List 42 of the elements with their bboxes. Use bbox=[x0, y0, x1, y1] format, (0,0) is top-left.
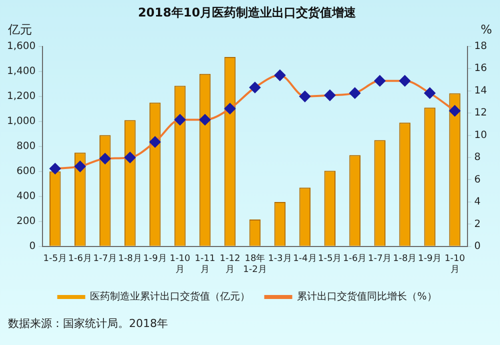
y2-axis-title: % bbox=[480, 22, 492, 37]
y2-tick-label: 8 bbox=[474, 152, 481, 164]
y-tick-label: 0 bbox=[29, 240, 36, 252]
y-tick-label: 1,000 bbox=[6, 116, 36, 127]
x-tick-label: 1-12 月 bbox=[220, 254, 240, 275]
source-note: 数据来源：国家统计局。2018年 bbox=[7, 316, 169, 331]
y-tick-label: 1,600 bbox=[6, 40, 36, 52]
x-tick-label: 1-7月 bbox=[93, 254, 117, 264]
x-tick-label: 1-8月 bbox=[392, 254, 417, 264]
y-tick-label: 200 bbox=[16, 216, 36, 227]
y-tick-label: 800 bbox=[16, 140, 36, 152]
y-axis-title: 亿元 bbox=[7, 22, 32, 37]
y-tick-label: 600 bbox=[16, 166, 36, 177]
x-tick-label: 1-5月 bbox=[43, 254, 67, 264]
y2-tick-label: 18 bbox=[474, 40, 488, 52]
x-tick-label: 18年 1-2月 bbox=[243, 253, 267, 275]
y2-tick-label: 2 bbox=[474, 218, 481, 230]
y2-tick-label: 14 bbox=[474, 85, 488, 96]
x-tick-label: 1-6月 bbox=[68, 254, 92, 264]
x-tick-label: 1-9月 bbox=[143, 254, 167, 264]
x-tick-label: 1-9月 bbox=[418, 254, 442, 264]
y2-tick-label: 6 bbox=[474, 174, 481, 186]
y2-tick-label: 12 bbox=[474, 108, 488, 119]
x-tick-label: 1-7月 bbox=[368, 254, 392, 264]
x-tick-label: 1-11 月 bbox=[194, 254, 216, 275]
legend-label: 医药制造业累计出口交货值（亿元） bbox=[90, 290, 250, 303]
x-tick-label: 1-10 月 bbox=[170, 254, 190, 275]
y-tick-label: 1,400 bbox=[6, 66, 36, 77]
y2-tick-label: 4 bbox=[474, 196, 481, 208]
y-tick-label: 1,200 bbox=[6, 90, 36, 102]
y2-tick-label: 16 bbox=[474, 63, 488, 74]
legend-label: 累计出口交货值同比增长（%） bbox=[297, 290, 437, 303]
y2-tick-label: 0 bbox=[474, 240, 481, 252]
x-tick-label: 1-3月 bbox=[268, 254, 292, 264]
x-tick-label: 1-8月 bbox=[118, 254, 142, 264]
x-tick-label: 1-5月 bbox=[318, 254, 342, 264]
y-tick-label: 400 bbox=[16, 190, 36, 202]
x-tick-label: 1-6月 bbox=[343, 254, 367, 264]
chart-title: 2018年10月医药制造业出口交货值增速 bbox=[138, 5, 358, 20]
x-tick-label: 1-10 月 bbox=[444, 254, 466, 275]
x-tick-label: 1-4月 bbox=[293, 254, 317, 264]
y2-tick-label: 10 bbox=[474, 130, 488, 141]
